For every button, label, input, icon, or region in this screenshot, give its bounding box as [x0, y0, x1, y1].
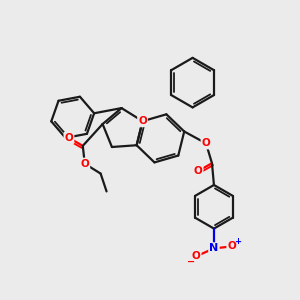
Text: O: O: [80, 159, 89, 169]
Text: N: N: [209, 243, 219, 254]
Text: O: O: [64, 133, 73, 143]
Text: O: O: [194, 166, 203, 176]
Text: O: O: [202, 138, 210, 148]
Text: −: −: [187, 257, 195, 267]
Text: +: +: [234, 237, 241, 246]
Text: O: O: [192, 251, 200, 261]
Text: O: O: [138, 116, 147, 126]
Text: O: O: [227, 242, 236, 251]
